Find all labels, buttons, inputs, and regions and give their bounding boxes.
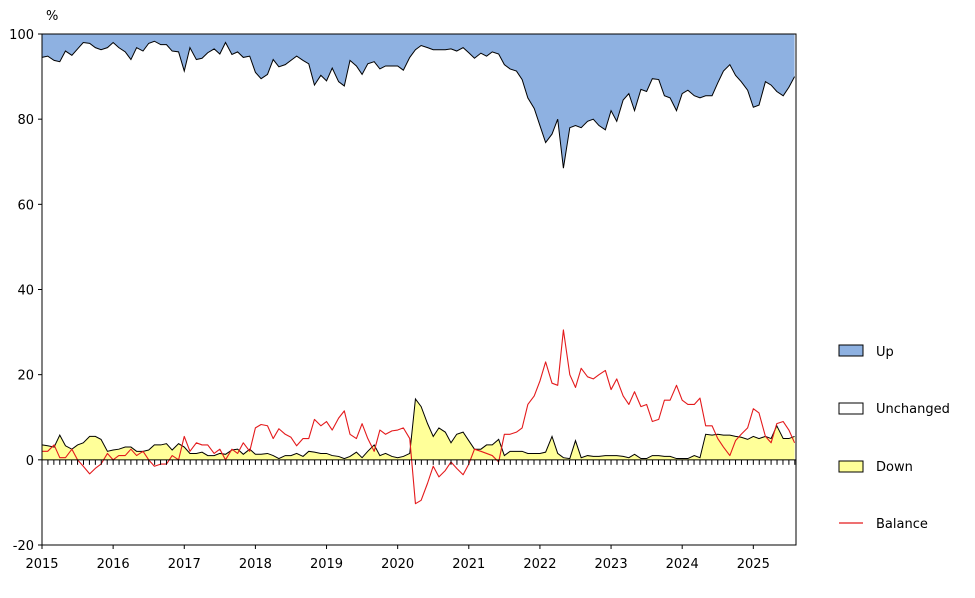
legend-swatch-up (838, 344, 864, 357)
up-area (42, 34, 795, 169)
x-tick-label: 2017 (168, 557, 201, 572)
legend: Up Unchanged Down Balance (838, 344, 950, 532)
balance-line (42, 329, 796, 505)
down-boundary-line (41, 397, 795, 460)
axes: % -20 0 20 40 60 80 100 2015 2016 2017 2018 2019 202… (9, 9, 797, 572)
y-tick-label: 60 (17, 198, 34, 213)
x-tick-label: 2019 (310, 557, 343, 572)
x-tick-label: 2023 (595, 557, 628, 572)
x-tick-label: 2022 (523, 557, 556, 572)
legend-item-down: Down (838, 460, 913, 475)
legend-item-balance: Balance (839, 517, 928, 532)
x-tick-label: 2018 (239, 557, 272, 572)
legend-label-down: Down (876, 460, 913, 475)
y-unit-label: % (46, 9, 58, 24)
unchanged-area (42, 41, 795, 459)
x-tick-label: 2025 (737, 557, 770, 572)
y-tick-label: 40 (17, 284, 34, 299)
y-tick-label: 100 (9, 28, 34, 43)
y-tick-label: 0 (26, 454, 34, 469)
x-tick-label: 2020 (381, 557, 414, 572)
legend-swatch-down (838, 460, 864, 473)
legend-item-unchanged: Unchanged (838, 402, 950, 417)
down-area (42, 398, 795, 460)
y-tick-label: 20 (17, 369, 34, 384)
plot-area (41, 34, 796, 505)
legend-swatch-unchanged (838, 402, 864, 415)
legend-label-balance: Balance (876, 517, 928, 532)
x-tick-label: 2016 (97, 557, 130, 572)
up-boundary-line (41, 40, 796, 169)
legend-label-up: Up (876, 345, 894, 360)
y-tick-label: 80 (17, 113, 34, 128)
x-tick-label: 2021 (452, 557, 485, 572)
x-tick-label: 2015 (25, 557, 58, 572)
legend-label-unchanged: Unchanged (876, 402, 950, 417)
y-tick-label: -20 (13, 539, 34, 554)
legend-item-up: Up (838, 344, 894, 360)
x-tick-label: 2024 (666, 557, 699, 572)
